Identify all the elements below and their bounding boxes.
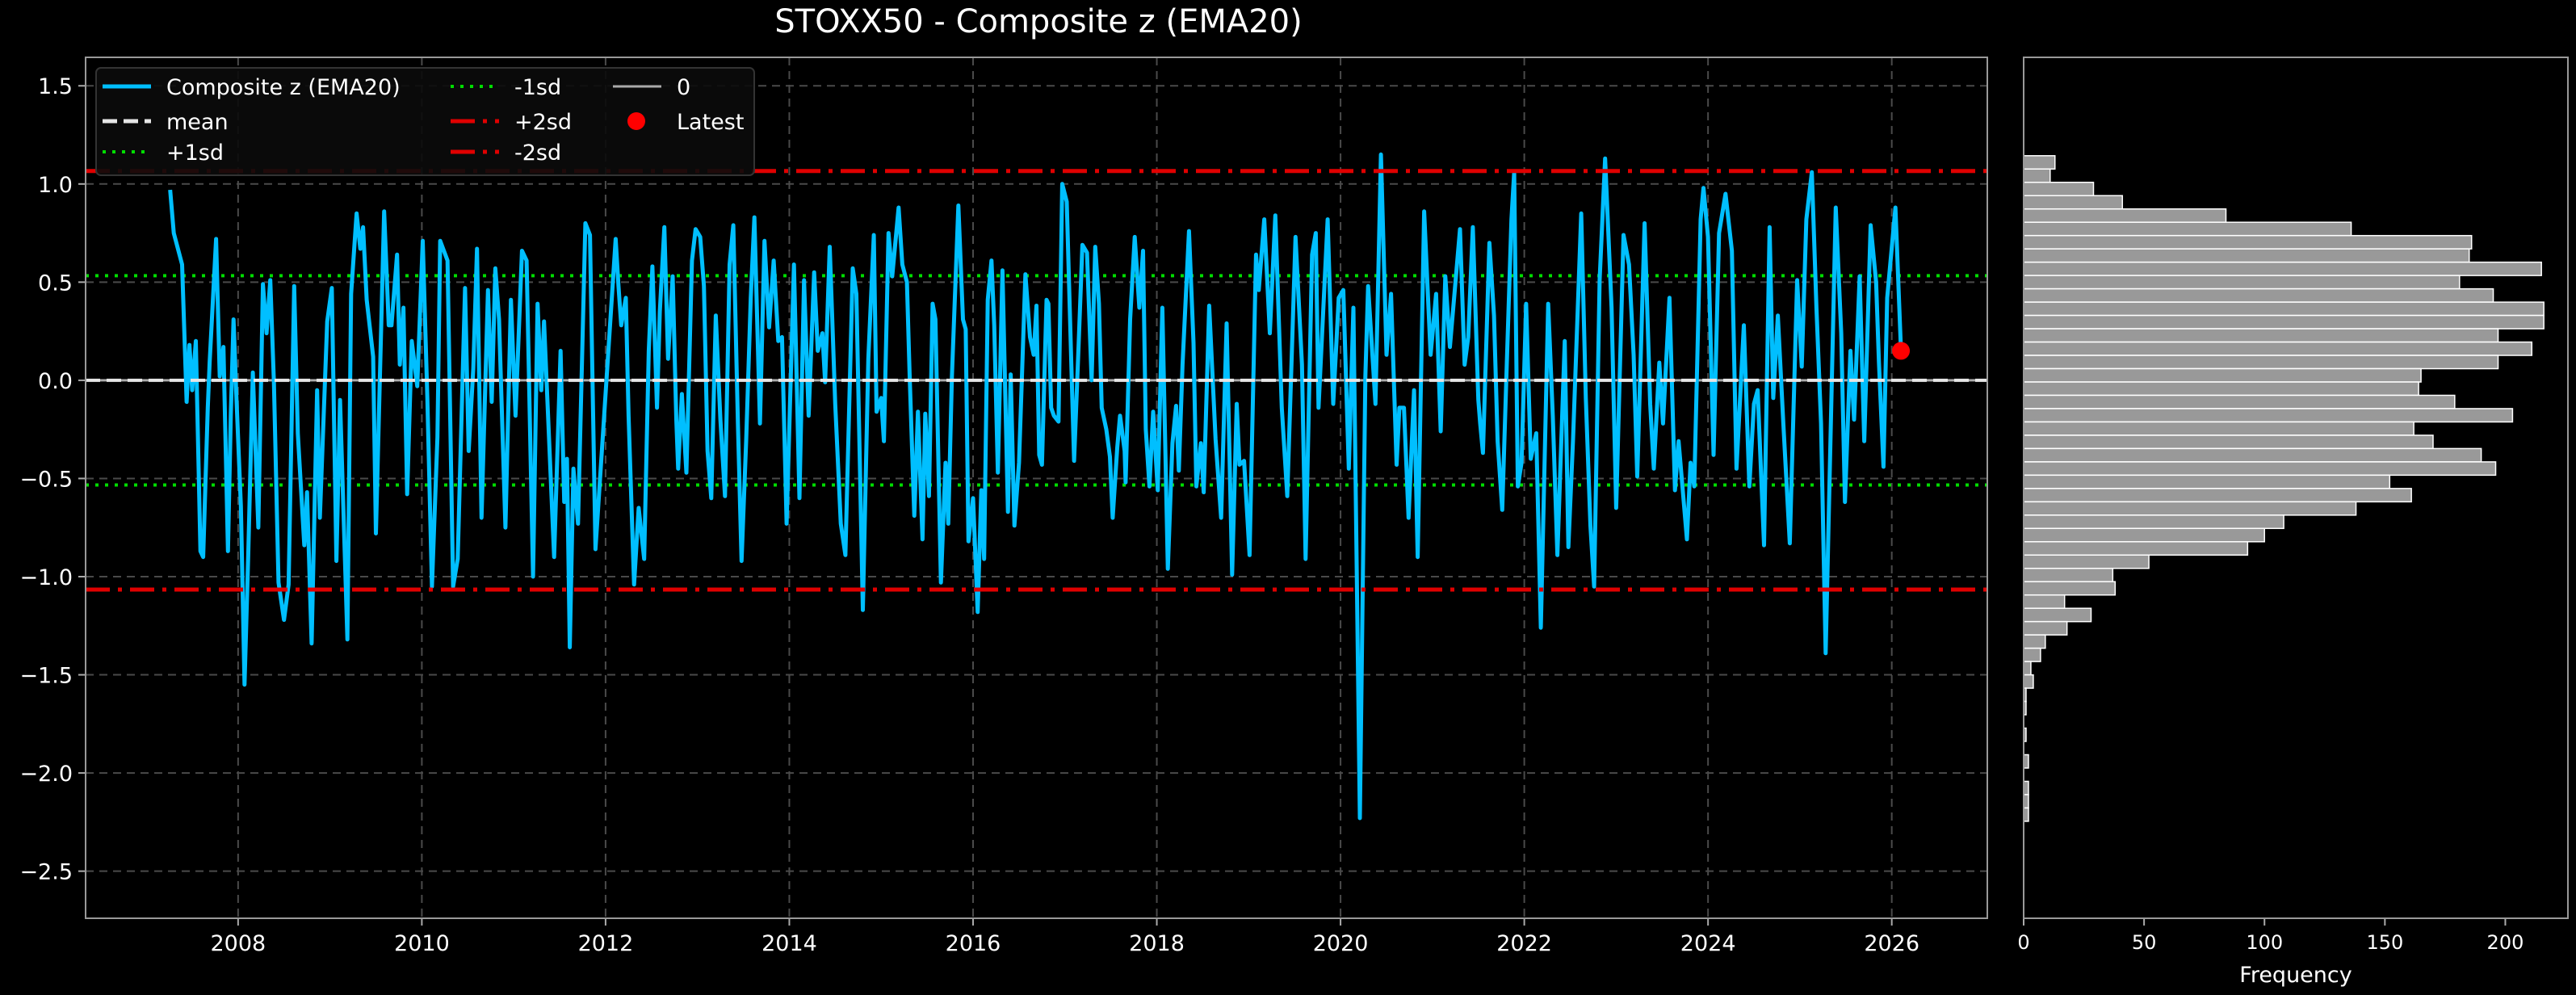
histogram-bar: [2023, 421, 2414, 436]
legend: Composite z (EMA20) mean +1sd -1sd +2sd -2sd 0…: [95, 67, 755, 176]
legend-entry: -2sd: [451, 141, 561, 166]
y-tick-label: 0.5: [38, 271, 73, 296]
y-tick-label: −1.5: [19, 664, 73, 689]
histogram-bar: [2023, 208, 2227, 223]
composite-z-series-line: [168, 152, 1903, 821]
histogram-bar: [2023, 234, 2473, 250]
x-tick-label: 2008: [210, 931, 266, 956]
histogram-frame: [2023, 57, 2569, 919]
histogram-bar: [2023, 554, 2150, 569]
x-tick-label: 2020: [1313, 931, 1369, 956]
histogram-bar: [2023, 341, 2533, 356]
x-tick-label: 2024: [1680, 931, 1736, 956]
hist-x-tick-label: 200: [2487, 931, 2524, 954]
histogram-bar: [2023, 567, 2114, 582]
hist-x-axis-label: Frequency: [2239, 963, 2352, 988]
legend-entry: 0: [613, 75, 690, 100]
legend-entry: +1sd: [103, 141, 224, 166]
y-tick-label: −0.5: [19, 467, 73, 492]
x-tick-label: 2010: [394, 931, 450, 956]
histogram-bar: [2023, 195, 2124, 210]
y-tick-label: −2.0: [19, 762, 73, 787]
histogram-bar: [2023, 381, 2419, 397]
hist-x-tick-label: 100: [2246, 931, 2283, 954]
y-tick-label: 0.0: [38, 369, 73, 394]
x-tick-label: 2016: [946, 931, 1001, 956]
histogram-bar: [2023, 394, 2456, 409]
histogram-bar: [2023, 261, 2542, 276]
histogram-bar: [2023, 661, 2032, 676]
histogram-bar: [2023, 474, 2391, 489]
histogram-bar: [2023, 168, 2051, 183]
main-time-series-axes: 2008 2010 2012 2014 2016 2018 2020 2022 2024 2026…: [19, 57, 1988, 956]
latest-point-marker: [1892, 342, 1911, 360]
chart-title: STOXX50 - Composite z (EMA20): [774, 3, 1302, 40]
legend-entry: Composite z (EMA20): [103, 75, 401, 100]
x-tick-label: 2014: [761, 931, 817, 956]
histogram-bar: [2023, 461, 2497, 477]
y-tick-label: −2.5: [19, 860, 73, 885]
histogram-bar: [2023, 435, 2434, 450]
hist-x-tick-label: 0: [2017, 931, 2029, 954]
histogram-bar: [2023, 527, 2265, 543]
legend-label: Composite z (EMA20): [166, 75, 401, 100]
legend-entry: -1sd: [451, 75, 561, 100]
x-tick-label: 2018: [1129, 931, 1185, 956]
histogram-bar: [2023, 674, 2034, 689]
histogram-bar: [2023, 647, 2041, 662]
legend-label: -2sd: [514, 141, 561, 166]
x-tick-label: 2026: [1864, 931, 1919, 956]
legend-label: -1sd: [514, 75, 561, 100]
legend-entry: +2sd: [451, 110, 572, 135]
histogram-bar: [2023, 328, 2499, 343]
legend-label: 0: [677, 75, 690, 100]
legend-label: mean: [166, 110, 229, 135]
histogram-bar: [2023, 155, 2056, 170]
histogram-bar: [2023, 514, 2284, 530]
histogram-bar: [2023, 275, 2461, 290]
histogram-bar: [2023, 355, 2499, 370]
histogram-bar: [2023, 541, 2249, 556]
plot-area: [86, 57, 1987, 918]
histogram-bar: [2023, 314, 2545, 330]
legend-label: Latest: [677, 110, 744, 135]
histogram-bar: [2023, 581, 2117, 596]
histogram-bar: [2023, 594, 2066, 609]
histogram-bar: [2023, 447, 2482, 463]
hist-x-tick-label: 150: [2366, 931, 2403, 954]
histogram-bar: [2023, 221, 2352, 237]
histogram-bar: [2023, 408, 2514, 423]
legend-box: [95, 67, 755, 176]
x-tick-label: 2022: [1496, 931, 1552, 956]
legend-label: +1sd: [166, 141, 224, 166]
histogram-bar: [2023, 488, 2412, 503]
histogram-bar: [2023, 301, 2545, 317]
y-tick-label: 1.5: [38, 74, 73, 99]
y-tick-label: 1.0: [38, 173, 73, 198]
histogram-bar: [2023, 607, 2092, 623]
histogram-bar: [2023, 501, 2357, 516]
histogram-bar: [2023, 634, 2046, 649]
histogram-bar: [2023, 182, 2095, 196]
histogram-bar: [2023, 248, 2470, 263]
plot-frame: [85, 57, 1988, 919]
hist-x-tick-label: 50: [2132, 931, 2157, 954]
x-tick-label: 2012: [578, 931, 634, 956]
legend-label: +2sd: [514, 110, 572, 135]
histogram-axes: 0 50 100 150 200 Frequency: [2017, 57, 2569, 988]
legend-entry: mean: [103, 110, 229, 135]
histogram-bar: [2023, 367, 2422, 383]
y-tick-label: −1.0: [19, 565, 73, 590]
legend-marker-icon: [627, 112, 645, 130]
histogram-bar: [2023, 288, 2494, 303]
histogram-bar: [2023, 620, 2068, 636]
legend-entry: Latest: [627, 110, 744, 135]
